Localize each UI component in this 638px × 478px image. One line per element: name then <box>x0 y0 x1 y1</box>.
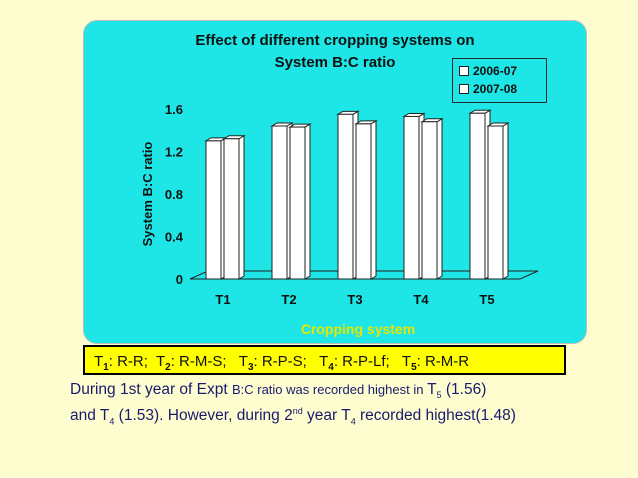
legend-label: 2006-07 <box>473 64 518 78</box>
legend-item-2007-08: 2007-08 <box>459 82 517 96</box>
y-tick-label: 1.2 <box>165 145 183 160</box>
summary-line-1: During 1st year of Expt B:C ratio was re… <box>70 381 487 401</box>
x-tick-label: T5 <box>479 292 494 307</box>
y-tick-label: 0.8 <box>165 187 183 202</box>
x-tick-label: T1 <box>215 292 230 307</box>
bar-T3-2006-07 <box>336 110 360 280</box>
summary-line-2: and T4 (1.53). However, during 2nd year … <box>70 406 516 427</box>
bar-T2-2007-08 <box>288 123 312 280</box>
treatment-caption: T1: R-R; T2: R-M-S; T3: R-P-S; T4: R-P-L… <box>83 345 566 375</box>
caption-item-t3: T3: R-P-S; <box>238 353 307 373</box>
bar-T2-2006-07 <box>270 122 294 280</box>
legend-item-2006-07: 2006-07 <box>459 64 517 78</box>
legend-swatch <box>459 84 469 94</box>
y-tick-label: 0 <box>176 272 183 287</box>
y-tick-label: 1.6 <box>165 102 183 117</box>
bar-T1-2006-07 <box>204 136 228 280</box>
x-tick-label: T2 <box>281 292 296 307</box>
bar-T4-2006-07 <box>402 112 426 280</box>
legend-label: 2007-08 <box>473 82 518 96</box>
bar-chart: 0 0.4 0.8 1.2 1.6 System B:C ratio T1 T2 T3 T4 T5 C… <box>140 102 539 337</box>
y-tick-label: 0.4 <box>165 230 184 245</box>
x-axis-label: Cropping system <box>301 321 415 337</box>
bar-T1-2007-08 <box>222 134 246 280</box>
caption-item-t4: T4: R-P-Lf; <box>319 353 390 373</box>
chart-title-line-1: Effect of different cropping systems on <box>195 32 475 49</box>
legend: 2006-07 2007-08 <box>452 58 547 103</box>
y-axis-label: System B:C ratio <box>140 142 155 247</box>
x-tick-label: T3 <box>347 292 362 307</box>
bar-T5-2007-08 <box>486 122 510 280</box>
x-tick-label: T4 <box>413 292 429 307</box>
chart-title-line-2: System B:C ratio <box>274 54 396 71</box>
bar-T3-2007-08 <box>354 119 378 280</box>
legend-swatch <box>459 66 469 76</box>
caption-item-t2: T2: R-M-S; <box>155 353 227 373</box>
bar-T4-2007-08 <box>420 117 444 280</box>
caption-item-t1: T1: R-R; <box>94 353 148 373</box>
caption-item-t5: T5: R-M-R <box>401 353 470 373</box>
bar-T5-2006-07 <box>468 109 492 280</box>
